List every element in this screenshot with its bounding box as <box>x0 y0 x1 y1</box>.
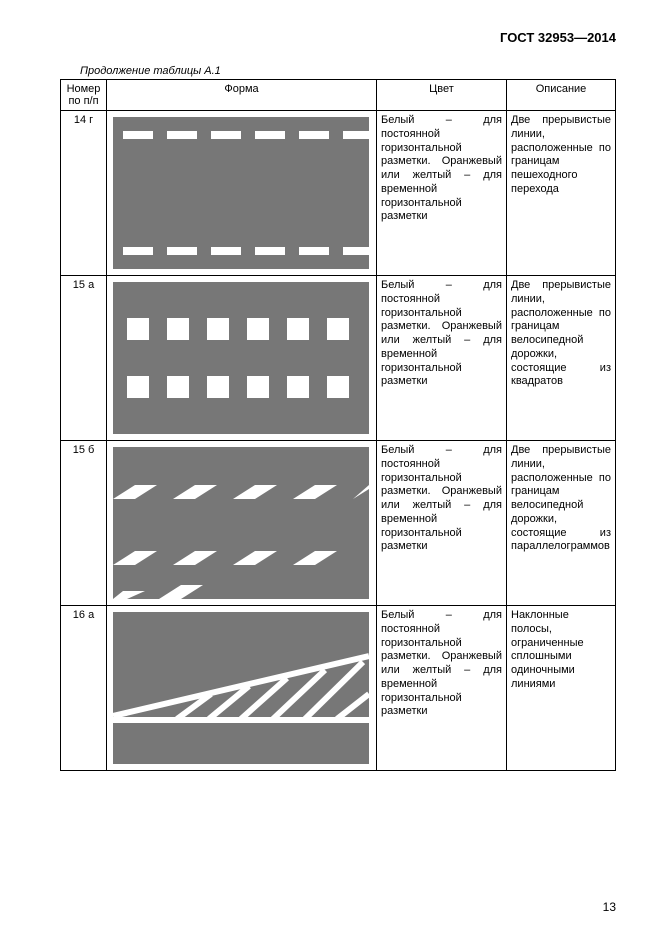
row-number: 15 а <box>61 276 107 441</box>
table-row: 15 а Белый – для постоянной горизонтально… <box>61 276 616 441</box>
row-description: Две прерывистые линии, расположенные по … <box>507 276 616 441</box>
table-header-row: Номер по п/п Форма Цвет Описание <box>61 80 616 111</box>
row-number: 15 б <box>61 441 107 606</box>
markings-table: Номер по п/п Форма Цвет Описание 14 г Бел… <box>60 79 616 771</box>
marking-diagram <box>113 282 369 434</box>
row-color: Белый – для постоянной горизонтальной ра… <box>377 276 507 441</box>
header-color: Цвет <box>377 80 507 111</box>
marking-diagram <box>113 117 369 269</box>
row-number: 14 г <box>61 111 107 276</box>
table-row: 16 а Белый – для постоянной горизонтально… <box>61 606 616 771</box>
standard-code: ГОСТ 32953—2014 <box>60 30 616 45</box>
row-form <box>107 606 377 771</box>
row-form <box>107 111 377 276</box>
table-row: 14 г Белый – для постоянной горизонтально… <box>61 111 616 276</box>
row-description: Две прерывистые линии, расположенные по … <box>507 441 616 606</box>
page-number: 13 <box>603 900 616 914</box>
row-description: Наклонные полосы, ограниченные сплошными… <box>507 606 616 771</box>
row-color: Белый – для постоянной горизонтальной ра… <box>377 111 507 276</box>
row-color: Белый – для постоянной горизонтальной ра… <box>377 441 507 606</box>
header-num: Номер по п/п <box>61 80 107 111</box>
row-form <box>107 276 377 441</box>
marking-diagram <box>113 612 369 764</box>
table-caption: Продолжение таблицы А.1 <box>60 65 616 77</box>
row-form <box>107 441 377 606</box>
row-description: Две прерывистые линии, расположенные по … <box>507 111 616 276</box>
marking-diagram <box>113 447 369 599</box>
header-desc: Описание <box>507 80 616 111</box>
header-form: Форма <box>107 80 377 111</box>
row-number: 16 а <box>61 606 107 771</box>
row-color: Белый – для постоянной горизонтальной ра… <box>377 606 507 771</box>
table-row: 15 б Белый – для постоянной горизонтально… <box>61 441 616 606</box>
